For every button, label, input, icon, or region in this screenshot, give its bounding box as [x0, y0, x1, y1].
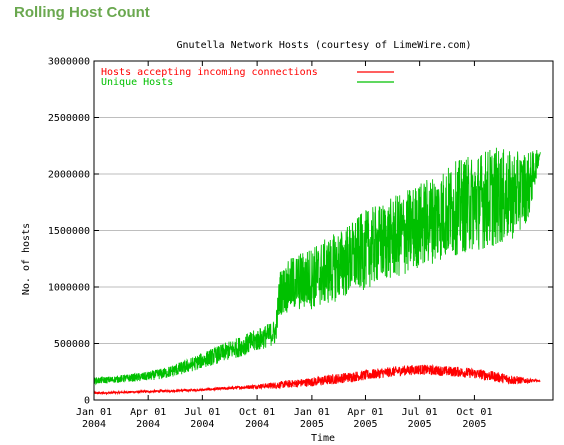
x-tick-label: Jul 01: [184, 407, 220, 418]
series-line-1: [93, 363, 541, 396]
x-tick-label: 2004: [190, 419, 214, 430]
x-tick-label: Apr 01: [347, 407, 383, 418]
chart: 0 500000 1000000 1500000 2000000 2500000 30000…: [21, 40, 554, 444]
x-tick-label: Jan 01: [294, 407, 330, 418]
x-tick-label: Oct 01: [456, 407, 492, 418]
x-tick-label: Jan 01: [76, 407, 112, 418]
legend-label: Unique Hosts: [101, 77, 173, 88]
x-tick-label: 2004: [82, 419, 106, 430]
x-tick-label: 2005: [300, 419, 324, 430]
x-tick-label: 2005: [353, 419, 377, 430]
y-tick-label: 3000000: [48, 57, 90, 68]
x-tick-label: 2004: [245, 419, 269, 430]
y-tick-label: 0: [84, 396, 90, 407]
x-tick-label: 2005: [462, 419, 486, 430]
x-tick-label: Oct 01: [239, 407, 275, 418]
series-line-2: [93, 147, 541, 386]
x-tick-label: 2004: [136, 419, 160, 430]
y-tick-label: 2500000: [48, 113, 90, 124]
chart-title: Gnutella Network Hosts (courtesy of Lime…: [176, 40, 471, 51]
series-layer: [93, 147, 541, 396]
page-title: Rolling Host Count: [14, 4, 150, 21]
axes: 0 500000 1000000 1500000 2000000 2500000 30000…: [48, 57, 553, 430]
x-tick-label: 2005: [408, 419, 432, 430]
x-tick-label: Apr 01: [130, 407, 166, 418]
y-tick-label: 1500000: [48, 226, 90, 237]
gridlines: [94, 117, 553, 344]
x-tick-label: Jul 01: [402, 407, 438, 418]
x-axis-label: Time: [311, 433, 335, 444]
y-axis-label: No. of hosts: [21, 223, 32, 295]
y-tick-label: 1000000: [48, 283, 90, 294]
y-tick-label: 500000: [54, 339, 90, 350]
legend-label: Hosts accepting incoming connections: [101, 67, 318, 78]
y-tick-label: 2000000: [48, 170, 90, 181]
legend: Hosts accepting incoming connectionsUniq…: [101, 67, 394, 88]
